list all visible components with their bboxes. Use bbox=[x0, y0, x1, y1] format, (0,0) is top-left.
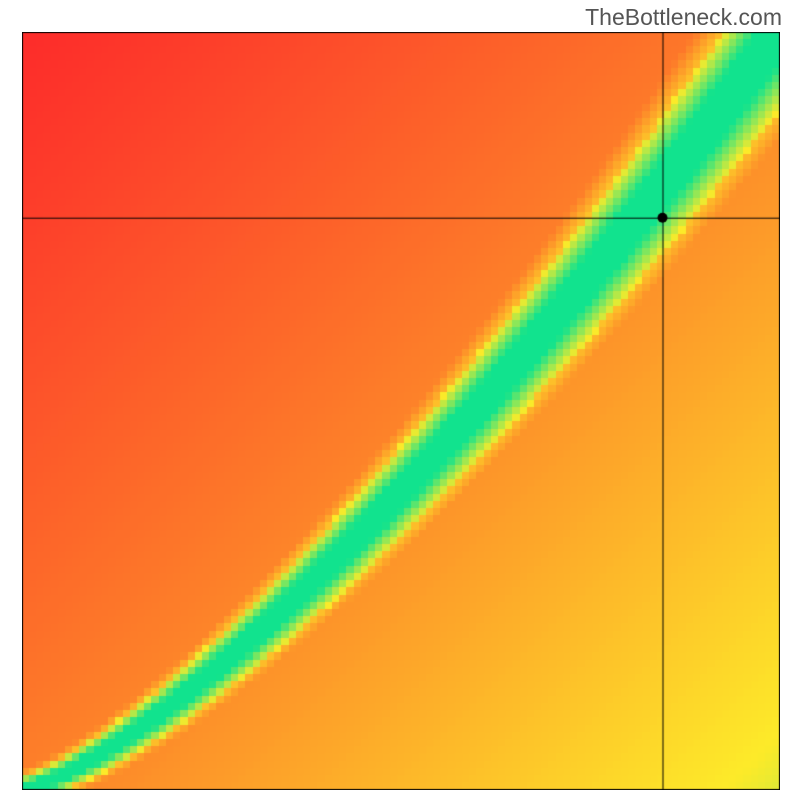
chart-container: TheBottleneck.com bbox=[0, 0, 800, 800]
bottleneck-heatmap bbox=[22, 32, 780, 790]
watermark-text: TheBottleneck.com bbox=[585, 4, 782, 31]
